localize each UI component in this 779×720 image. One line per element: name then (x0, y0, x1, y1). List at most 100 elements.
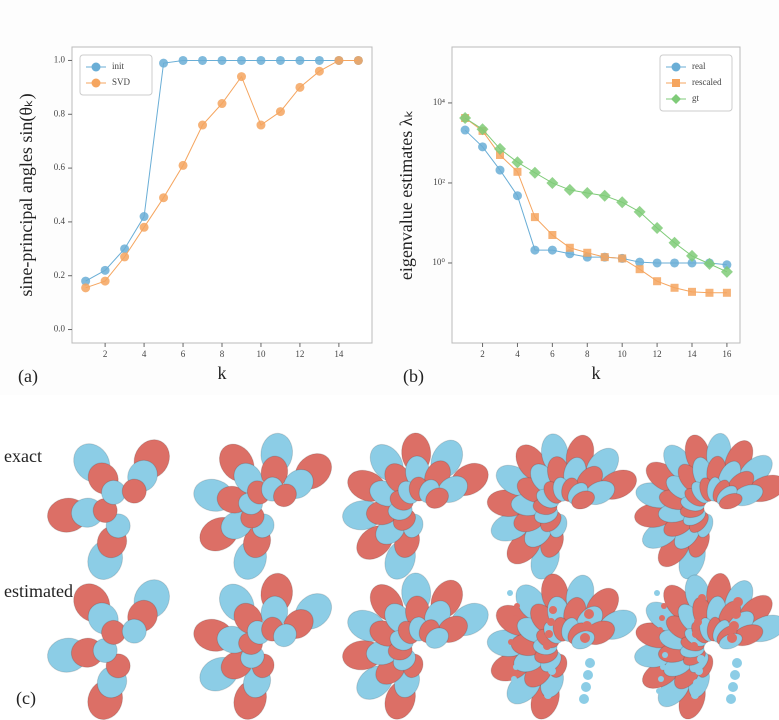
speckle (514, 603, 520, 609)
marker (178, 160, 188, 170)
x-tick-label: 6 (550, 349, 555, 359)
speckle (507, 590, 513, 596)
x-tick-label: 6 (181, 349, 186, 359)
speckle (658, 676, 664, 682)
blob (121, 478, 147, 504)
y-tick-label: 0.2 (54, 270, 65, 280)
speckle (513, 664, 519, 670)
x-tick-label: 16 (722, 349, 732, 359)
y-tick-label: 10⁰ (432, 257, 445, 267)
y-tick-label: 0.4 (54, 216, 66, 226)
marker (722, 288, 731, 297)
marker (217, 99, 227, 109)
speckle (728, 682, 738, 692)
x-tick-label: 4 (515, 349, 520, 359)
blob (272, 623, 297, 648)
x-axis-label: k (218, 363, 227, 383)
speckle (695, 667, 703, 675)
marker (256, 55, 266, 65)
marker (476, 123, 489, 136)
marker (616, 196, 629, 209)
speckle (733, 597, 743, 607)
marker (120, 252, 130, 262)
marker (546, 176, 559, 189)
marker (565, 243, 574, 252)
rendering (342, 432, 489, 580)
legend-label: SVD (112, 77, 131, 87)
y-tick-label: 0.8 (54, 108, 66, 118)
speckle (727, 633, 737, 643)
panel-label: (a) (18, 366, 38, 387)
y-axis-label: sine-principal angles sin(θₖ) (16, 93, 37, 296)
speckle (509, 688, 515, 694)
marker (198, 120, 208, 130)
marker (670, 283, 679, 292)
y-tick-label: 10² (433, 177, 445, 187)
marker (494, 142, 506, 155)
plot-area (71, 46, 373, 344)
legend-label: rescaled (692, 77, 722, 87)
marker (598, 189, 611, 202)
marker (236, 55, 246, 65)
marker (530, 213, 539, 222)
speckle (585, 658, 595, 668)
speckle (659, 615, 665, 621)
marker (314, 55, 324, 65)
blob (101, 479, 127, 505)
x-tick-label: 8 (220, 349, 225, 359)
speckle (549, 606, 557, 614)
x-tick-label: 2 (480, 349, 485, 359)
marker (513, 167, 522, 176)
x-axis-label: k (592, 363, 601, 383)
y-tick-label: 0.6 (54, 162, 66, 172)
blob (571, 490, 596, 510)
marker (511, 156, 524, 169)
legend-marker (91, 78, 101, 88)
speckle (579, 694, 589, 704)
speckle (544, 691, 552, 699)
speckle (548, 667, 556, 675)
marker (81, 283, 91, 293)
x-tick-label: 4 (142, 349, 147, 359)
marker (159, 193, 169, 203)
marker (722, 260, 732, 270)
marker (496, 150, 504, 159)
speckle (583, 670, 593, 680)
marker (547, 245, 557, 255)
x-tick-label: 2 (103, 349, 108, 359)
x-tick-label: 14 (688, 349, 698, 359)
marker (100, 276, 110, 286)
speckle (692, 630, 700, 638)
panel-label: (c) (16, 688, 36, 709)
speckle (510, 627, 516, 633)
x-tick-label: 10 (256, 349, 266, 359)
speckle (547, 618, 555, 626)
marker (275, 107, 285, 117)
speckle (581, 682, 591, 692)
marker (256, 120, 266, 130)
speckle (691, 691, 699, 699)
speckle (660, 664, 666, 670)
legend-marker (671, 94, 681, 104)
blob (425, 627, 449, 649)
marker (314, 66, 324, 76)
y-tick-label: 0.0 (54, 324, 66, 334)
marker (460, 125, 470, 135)
rendering (634, 572, 779, 720)
y-tick-label: 10⁴ (433, 97, 445, 107)
marker (686, 249, 698, 262)
marker (635, 265, 644, 274)
speckle (662, 652, 668, 658)
speckle (656, 688, 662, 694)
marker (720, 265, 733, 278)
marker (618, 254, 627, 263)
marker (512, 191, 522, 201)
speckle (584, 609, 594, 619)
marker (652, 258, 662, 268)
blob (101, 619, 127, 645)
marker (295, 82, 305, 92)
speckle (546, 679, 554, 687)
legend-marker (672, 79, 680, 87)
legend-label: gt (692, 93, 700, 103)
speckle (511, 676, 517, 682)
